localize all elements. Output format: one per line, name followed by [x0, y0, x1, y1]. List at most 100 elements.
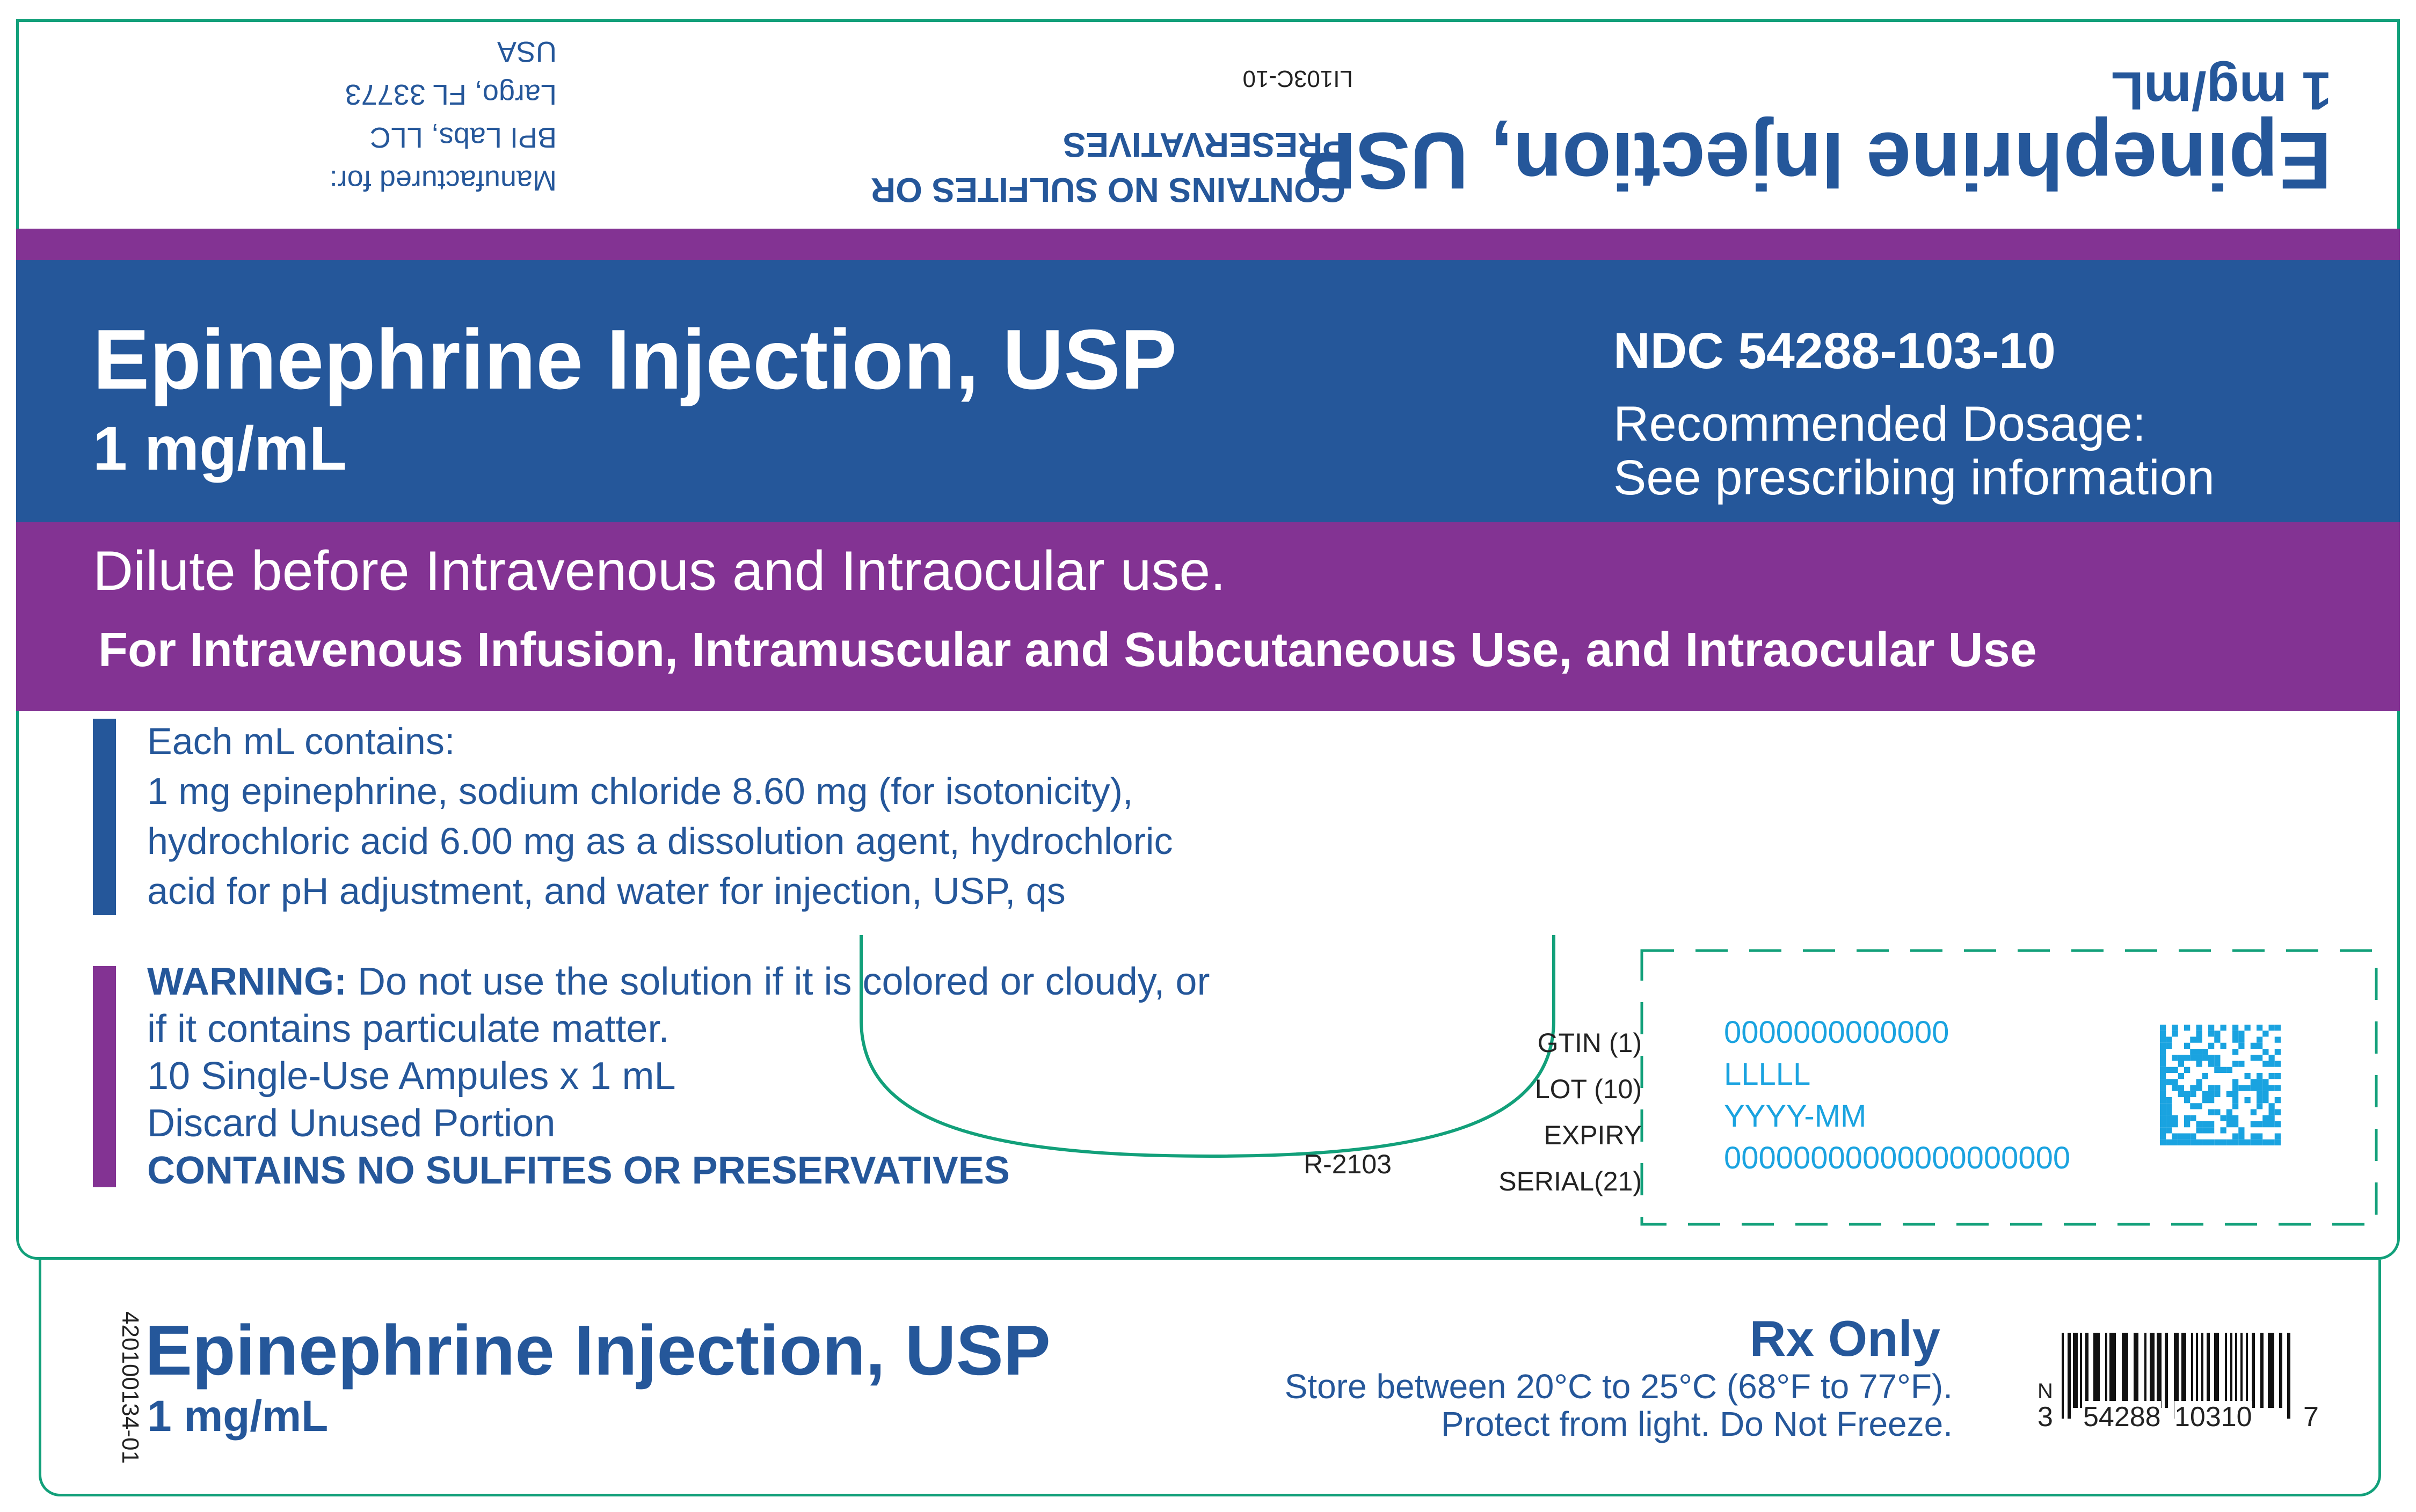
datamatrix-module [2268, 1121, 2275, 1128]
datamatrix-module [2274, 1025, 2281, 1031]
datamatrix-module [2202, 1139, 2208, 1145]
datamatrix-module [2178, 1085, 2184, 1091]
datamatrix-module [2232, 1091, 2239, 1097]
datamatrix-module [2166, 1079, 2172, 1085]
serial-value: 00000000000000000000 [1724, 1141, 2071, 1175]
datamatrix-module [2172, 1067, 2178, 1073]
rx-only: Rx Only [1749, 1310, 1940, 1367]
datamatrix-module [2262, 1085, 2269, 1091]
header-band [16, 260, 2400, 522]
datamatrix-module [2257, 1097, 2263, 1104]
datamatrix-module [2166, 1121, 2172, 1128]
datamatrix-module [2160, 1109, 2166, 1115]
datamatrix-module [2220, 1115, 2226, 1121]
datamatrix-module [2202, 1127, 2208, 1134]
datamatrix-module [2160, 1091, 2166, 1097]
barcode-bar [2062, 1333, 2064, 1419]
datamatrix-module [2214, 1067, 2221, 1073]
storage-info: Store between 20°C to 25°C (68°F to 77°F… [1285, 1368, 1953, 1443]
protect-line: Protect from light. Do Not Freeze. [1440, 1405, 1953, 1443]
datamatrix-module [2160, 1115, 2166, 1121]
datamatrix-module [2220, 1042, 2226, 1049]
datamatrix-code [2160, 1025, 2281, 1145]
datamatrix-module [2160, 1097, 2166, 1104]
composition-accent-bar [93, 719, 116, 915]
datamatrix-module [2184, 1091, 2191, 1097]
datamatrix-module [2274, 1109, 2281, 1115]
barcode-bar [2214, 1333, 2219, 1408]
dosage-line: Recommended Dosage: [1613, 397, 2146, 451]
datamatrix-module [2232, 1085, 2239, 1091]
barcode-bar [2268, 1333, 2274, 1408]
dosage-info: Recommended Dosage: See prescribing info… [1613, 397, 2215, 505]
datamatrix-module [2268, 1115, 2275, 1121]
datamatrix-module [2196, 1121, 2202, 1128]
datamatrix-module [2226, 1115, 2232, 1121]
barcode-group-2: 10310 [2174, 1401, 2252, 1433]
datamatrix-module [2172, 1055, 2178, 1061]
datamatrix-module [2274, 1049, 2281, 1055]
datamatrix-module [2178, 1139, 2184, 1145]
datamatrix-module [2268, 1055, 2275, 1061]
datamatrix-module [2232, 1036, 2239, 1043]
barcode-bar [2235, 1333, 2237, 1408]
datamatrix-module [2262, 1115, 2269, 1121]
datamatrix-module [2262, 1091, 2269, 1097]
datamatrix-module [2226, 1121, 2232, 1128]
barcode-bar [2230, 1333, 2232, 1408]
barcode-bar [2240, 1333, 2243, 1408]
datamatrix-module [2226, 1067, 2232, 1073]
datamatrix-module [2208, 1061, 2215, 1067]
datamatrix-module [2268, 1073, 2275, 1079]
datamatrix-module [2226, 1139, 2232, 1145]
datamatrix-module [2238, 1042, 2245, 1049]
no-sulfites-note: CONTAINS NO SULFITES OR PRESERVATIVES [147, 1149, 1010, 1192]
barcode-bar [2207, 1333, 2210, 1408]
gtin-label: GTIN (1) [1537, 1028, 1642, 1058]
expiry-label: EXPIRY [1544, 1120, 1642, 1150]
datamatrix-module [2238, 1061, 2245, 1067]
datamatrix-module [2196, 1055, 2202, 1061]
datamatrix-module [2208, 1121, 2215, 1128]
datamatrix-module [2214, 1085, 2221, 1091]
datamatrix-module [2202, 1121, 2208, 1128]
datamatrix-module [2257, 1103, 2263, 1109]
datamatrix-module [2238, 1085, 2245, 1091]
datamatrix-module [2257, 1042, 2263, 1049]
datamatrix-module [2190, 1036, 2196, 1043]
datamatrix-module [2202, 1097, 2208, 1104]
datamatrix-module [2274, 1139, 2281, 1145]
datamatrix-module [2244, 1025, 2251, 1031]
datamatrix-module [2160, 1031, 2166, 1037]
datamatrix-module [2178, 1055, 2184, 1061]
datamatrix-module [2274, 1097, 2281, 1104]
datamatrix-module [2184, 1042, 2191, 1049]
datamatrix-module [2178, 1133, 2184, 1140]
barcode-bar [2174, 1333, 2179, 1419]
datamatrix-module [2244, 1139, 2251, 1145]
datamatrix-module [2232, 1097, 2239, 1104]
gtin-value: 0000000000000 [1724, 1015, 1949, 1050]
warning-label: WARNING: [147, 960, 347, 1003]
serialization-labels: GTIN (1) LOT (10) EXPIRY SERIAL(21) [1498, 1020, 1642, 1204]
datamatrix-module [2214, 1109, 2221, 1115]
datamatrix-module [2244, 1097, 2251, 1104]
composition-line: acid for pH adjustment, and water for in… [147, 870, 1066, 912]
datamatrix-module [2172, 1031, 2178, 1037]
bottom-strength: 1 mg/mL [147, 1392, 329, 1441]
discard-note: Discard Unused Portion [147, 1102, 556, 1145]
datamatrix-module [2238, 1036, 2245, 1043]
barcode-bar [2191, 1333, 2193, 1408]
datamatrix-module [2250, 1109, 2257, 1115]
usage-band [16, 522, 2400, 711]
datamatrix-module [2178, 1091, 2184, 1097]
serialization-values: 0000000000000 LLLLL YYYY-MM 000000000000… [1724, 1012, 2070, 1179]
datamatrix-module [2232, 1061, 2239, 1067]
composition-line: Each mL contains: [147, 720, 455, 762]
routes-of-administration: For Intravenous Infusion, Intramuscular … [98, 623, 2037, 677]
dilute-instruction: Dilute before Intravenous and Intraocula… [93, 540, 1226, 602]
barcode-bar [2093, 1333, 2100, 1408]
datamatrix-module [2274, 1121, 2281, 1128]
datamatrix-module [2160, 1127, 2166, 1134]
